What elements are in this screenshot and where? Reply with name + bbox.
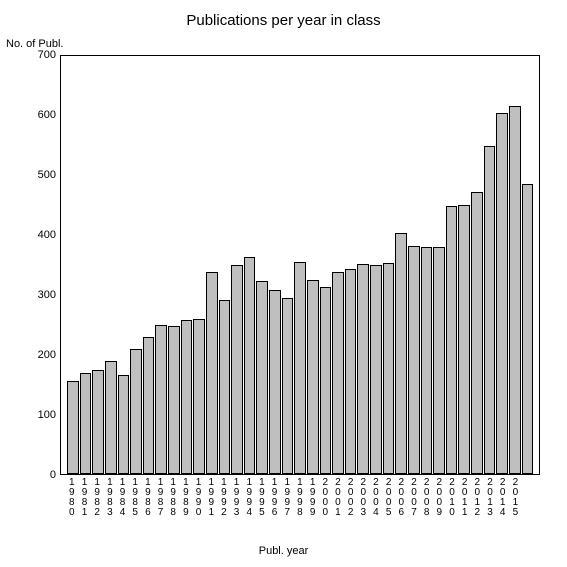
x-tick-label: 1990: [193, 478, 205, 518]
x-tick-label: 1985: [129, 478, 141, 518]
x-tick-label: 1998: [294, 478, 306, 518]
bar: [496, 113, 508, 474]
bar: [143, 337, 155, 474]
x-tick-label: 1995: [256, 478, 268, 518]
y-ticks: 0100200300400500600700: [0, 55, 60, 475]
bar: [307, 280, 319, 474]
x-tick-label: 1982: [91, 478, 103, 518]
chart-title: Publications per year in class: [0, 12, 567, 29]
bar: [282, 298, 294, 474]
bar: [105, 361, 117, 474]
x-tick-label: [522, 478, 534, 518]
bar: [320, 287, 332, 474]
plot-area: [60, 55, 540, 475]
x-tick-label: 2012: [472, 478, 484, 518]
x-tick-label: 1999: [307, 478, 319, 518]
bar: [357, 264, 369, 474]
bar: [458, 205, 470, 474]
bar: [509, 106, 521, 474]
bar: [219, 300, 231, 474]
bar: [256, 281, 268, 474]
x-tick-label: 1987: [155, 478, 167, 518]
x-tick-label: 2011: [459, 478, 471, 518]
bars-group: [61, 56, 539, 474]
y-tick-label: 300: [38, 289, 56, 301]
x-tick-label: 1992: [218, 478, 230, 518]
x-tick-label: 2009: [433, 478, 445, 518]
x-tick-label: 1983: [104, 478, 116, 518]
bar: [471, 192, 483, 474]
x-tick-label: 1993: [231, 478, 243, 518]
bar: [421, 247, 433, 474]
bar: [522, 184, 534, 474]
bar: [168, 326, 180, 474]
x-tick-label: 2014: [497, 478, 509, 518]
x-axis-label: Publ. year: [0, 545, 567, 557]
x-tick-label: 1991: [205, 478, 217, 518]
x-tick-label: 2004: [370, 478, 382, 518]
bar: [446, 206, 458, 474]
bar: [181, 320, 193, 474]
bar: [206, 272, 218, 474]
y-tick-label: 700: [38, 49, 56, 61]
bar: [484, 146, 496, 474]
x-tick-label: 2003: [357, 478, 369, 518]
bar: [92, 370, 104, 475]
x-tick-label: 2013: [484, 478, 496, 518]
bar: [408, 246, 420, 474]
y-tick-label: 0: [50, 469, 56, 481]
y-tick-label: 200: [38, 349, 56, 361]
bar: [231, 265, 243, 474]
bar: [332, 272, 344, 474]
x-tick-label: 2008: [421, 478, 433, 518]
bar: [345, 269, 357, 474]
chart-container: Publications per year in class No. of Pu…: [0, 0, 567, 567]
bar: [269, 290, 281, 474]
y-tick-label: 400: [38, 229, 56, 241]
x-tick-label: 2007: [408, 478, 420, 518]
x-tick-label: 2005: [383, 478, 395, 518]
y-tick-label: 600: [38, 109, 56, 121]
x-tick-label: 1989: [180, 478, 192, 518]
bar: [244, 257, 256, 474]
x-tick-label: 2001: [332, 478, 344, 518]
bar: [130, 349, 142, 474]
x-tick-label: 2006: [395, 478, 407, 518]
bar: [67, 381, 79, 474]
x-tick-label: 1980: [66, 478, 78, 518]
bar: [193, 319, 205, 474]
bar: [433, 247, 445, 474]
x-tick-label: 1997: [281, 478, 293, 518]
bar: [155, 325, 167, 474]
bar: [118, 375, 130, 474]
bar: [370, 265, 382, 474]
bar: [80, 373, 92, 475]
x-tick-label: 2000: [319, 478, 331, 518]
x-tick-label: 2002: [345, 478, 357, 518]
bar: [383, 263, 395, 474]
bar: [395, 233, 407, 474]
x-ticks: 1980198119821983198419851986198719881989…: [60, 478, 540, 518]
x-tick-label: 1986: [142, 478, 154, 518]
x-tick-label: 1996: [269, 478, 281, 518]
x-tick-label: 1981: [79, 478, 91, 518]
x-tick-label: 1994: [243, 478, 255, 518]
x-tick-label: 1988: [167, 478, 179, 518]
x-tick-label: 2010: [446, 478, 458, 518]
bar: [294, 262, 306, 474]
y-tick-label: 500: [38, 169, 56, 181]
x-tick-label: 1984: [117, 478, 129, 518]
x-tick-label: 2015: [510, 478, 522, 518]
y-tick-label: 100: [38, 409, 56, 421]
